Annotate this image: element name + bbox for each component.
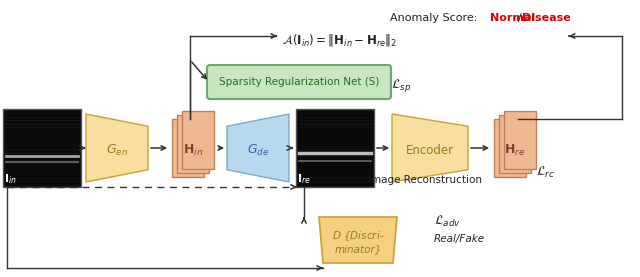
Text: $\mathbf{I}_{in}$: $\mathbf{I}_{in}$ [4, 172, 17, 186]
Text: Normal: Normal [490, 13, 535, 23]
Text: /: / [518, 13, 522, 23]
FancyBboxPatch shape [172, 119, 204, 177]
Polygon shape [392, 114, 468, 182]
FancyBboxPatch shape [494, 119, 526, 177]
Text: $\mathcal{L}_{rc}$: $\mathcal{L}_{rc}$ [536, 165, 555, 180]
Text: minator}: minator} [334, 244, 381, 254]
Text: Disease: Disease [522, 13, 571, 23]
Text: Real/Fake: Real/Fake [434, 234, 485, 244]
Text: $\mathbf{I}_{re}$: $\mathbf{I}_{re}$ [297, 172, 311, 186]
FancyBboxPatch shape [504, 111, 536, 169]
Polygon shape [227, 114, 289, 182]
FancyBboxPatch shape [499, 115, 531, 173]
FancyBboxPatch shape [296, 109, 374, 187]
Text: Anomaly Score:: Anomaly Score: [390, 13, 481, 23]
FancyBboxPatch shape [3, 109, 81, 187]
Text: $\mathbf{H}_{in}$: $\mathbf{H}_{in}$ [183, 142, 203, 158]
Text: $\mathbf{H}_{re}$: $\mathbf{H}_{re}$ [504, 142, 525, 158]
Polygon shape [86, 114, 148, 182]
Text: $G_{de}$: $G_{de}$ [247, 142, 269, 158]
FancyBboxPatch shape [182, 111, 214, 169]
Polygon shape [319, 217, 397, 263]
Text: Encoder: Encoder [406, 143, 454, 157]
Text: $\mathcal{L}_{adv}$: $\mathcal{L}_{adv}$ [434, 214, 461, 229]
FancyBboxPatch shape [207, 65, 391, 99]
Text: $\mathcal{L}_{sp}$: $\mathcal{L}_{sp}$ [391, 78, 412, 94]
FancyBboxPatch shape [177, 115, 209, 173]
Text: Sparsity Regularization Net (S): Sparsity Regularization Net (S) [219, 77, 379, 87]
Text: $\mathcal{A}(\mathbf{I}_{in}) = \|\mathbf{H}_{in} - \mathbf{H}_{re}\|_2$: $\mathcal{A}(\mathbf{I}_{in}) = \|\mathb… [282, 32, 397, 48]
Text: $D$ {Discri-: $D$ {Discri- [332, 229, 384, 243]
Text: $G_{en}$: $G_{en}$ [106, 142, 128, 158]
Text: Image Reconstruction: Image Reconstruction [368, 175, 482, 185]
